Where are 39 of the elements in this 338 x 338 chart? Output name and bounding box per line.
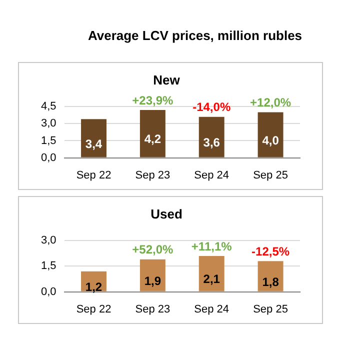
chart-title: Average LCV prices, million rubles — [86, 28, 304, 43]
y-tick-label: 4,5 — [40, 100, 56, 113]
y-tick-label: 0,0 — [40, 286, 56, 298]
x-tick-label: Sep 22 — [76, 169, 112, 182]
bar — [198, 256, 224, 292]
y-tick-label: 0,0 — [40, 152, 56, 164]
bar — [140, 259, 166, 292]
x-tick-label: Sep 23 — [135, 169, 170, 182]
annotation: +23,9% — [132, 93, 174, 108]
bar — [81, 119, 106, 158]
data-label: 2,1 — [203, 272, 220, 286]
annotation: +12,0% — [250, 96, 292, 110]
annotation: -12,5% — [252, 244, 290, 258]
x-tick-label: Sep 25 — [253, 169, 288, 182]
annotation: +52,0% — [132, 242, 174, 257]
data-label: 4,0 — [262, 133, 280, 148]
y-tick-label: 3,0 — [40, 118, 56, 130]
data-label: 1,2 — [85, 280, 102, 294]
y-tick-label: 1,5 — [40, 134, 56, 147]
y-tick-label: 3,0 — [40, 234, 56, 247]
x-tick-label: Sep 24 — [194, 303, 230, 316]
bar — [140, 110, 166, 158]
chart-subtitle: New — [153, 72, 181, 88]
x-tick-label: Sep 23 — [135, 303, 170, 316]
x-tick-label: Sep 22 — [76, 303, 112, 316]
data-label: 1,9 — [144, 274, 162, 288]
x-tick-label: Sep 25 — [253, 303, 288, 316]
x-tick-label: Sep 24 — [194, 169, 230, 182]
y-tick-label: 1,5 — [40, 260, 56, 272]
data-label: 3,4 — [85, 136, 102, 151]
chart-title: Used — [150, 206, 182, 222]
bar — [258, 112, 284, 158]
annotation: -14,0% — [192, 100, 231, 114]
data-label: 4,2 — [144, 132, 162, 146]
data-label: 3,6 — [203, 136, 220, 150]
bar — [258, 261, 284, 292]
data-label: 1,8 — [262, 274, 280, 289]
annotation: +11,1% — [191, 239, 232, 254]
bar — [198, 116, 224, 158]
